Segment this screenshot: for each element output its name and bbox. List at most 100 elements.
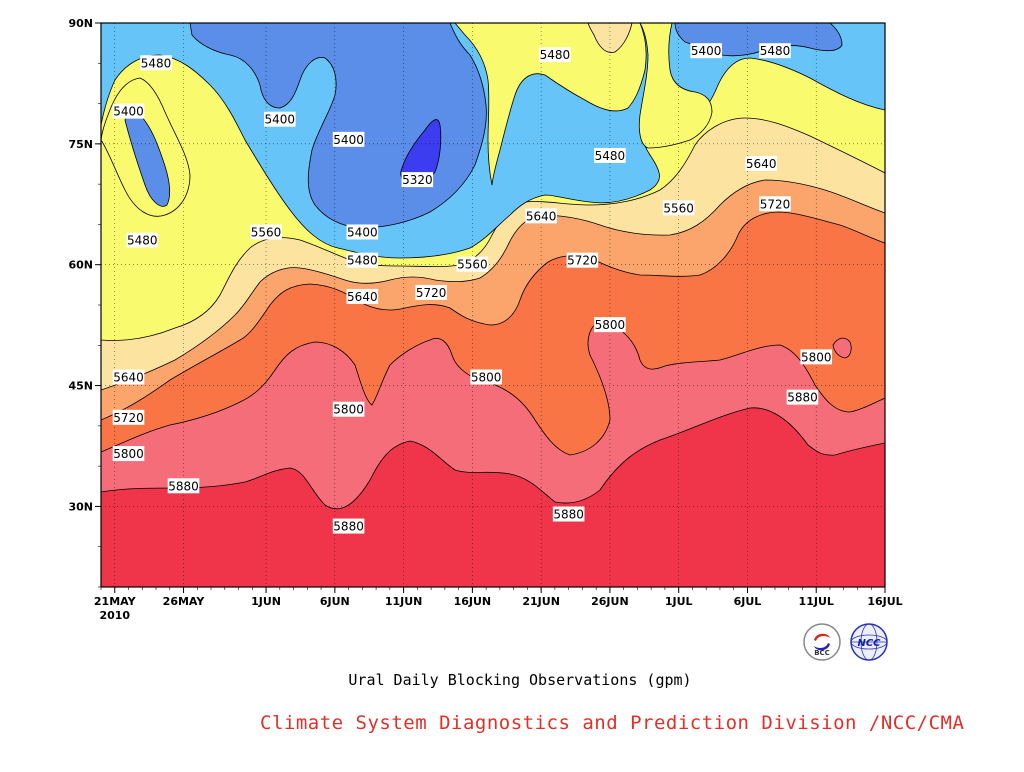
contour-label-bg — [332, 518, 365, 534]
contour-label-text: 5640 — [526, 209, 557, 223]
x-tick-label: 26JUN — [591, 595, 629, 608]
contour-label: 5480 — [140, 55, 172, 71]
contour-label-bg — [112, 369, 145, 385]
contour-label: 5720 — [415, 284, 447, 300]
y-tick-label: 90N — [68, 17, 93, 30]
contour-label: 5400 — [332, 131, 365, 147]
contour-label-text: 5320 — [402, 173, 433, 187]
x-tick-label: 6JUN — [320, 595, 350, 608]
contour-label-bg — [800, 349, 833, 365]
x-tick-label: 1JUL — [665, 595, 693, 608]
contour-label-text: 5880 — [787, 391, 818, 405]
contour-label-text: 5560 — [457, 258, 488, 272]
contour-label-text: 5640 — [347, 290, 378, 304]
contour-label-text: 5400 — [333, 133, 364, 147]
contour-label-bg — [415, 284, 447, 300]
contour-label: 5560 — [662, 200, 695, 216]
contour-label-bg — [745, 156, 778, 171]
contour-label-text: 5400 — [265, 113, 296, 127]
contour-label-text: 5720 — [416, 286, 447, 300]
y-axis: 30N 45N 60N 75N 90N — [68, 17, 101, 588]
contour-label-text: 5480 — [540, 48, 571, 62]
contour-labels: 5480 5400 5480 5400 5400 5320 5400 5560 5480 5560… — [112, 43, 833, 534]
contour-label: 5400 — [264, 111, 296, 127]
contour-label: 5320 — [401, 172, 434, 188]
contour-label: 5640 — [525, 208, 557, 224]
bcc-logo-text: BCC — [814, 649, 830, 657]
contour-label-text: 5720 — [760, 197, 791, 211]
contour-label-bg — [140, 55, 172, 71]
y-tick-label: 75N — [68, 138, 93, 151]
contour-label: 5880 — [167, 478, 200, 494]
contour-label: 5480 — [759, 43, 791, 59]
contour-label-text: 5560 — [663, 201, 694, 215]
contour-label-text: 5800 — [113, 447, 144, 461]
contour-label-bg — [594, 317, 626, 333]
x-tick-label: 16JUN — [454, 595, 492, 608]
contour-label: 5720 — [112, 409, 145, 425]
contour-label: 5800 — [112, 446, 145, 462]
contour-label-bg — [332, 401, 365, 417]
contour-label: 5400 — [690, 43, 722, 59]
contour-label: 5800 — [470, 369, 502, 385]
contour-label-bg — [346, 288, 379, 304]
contour-label: 5800 — [800, 349, 833, 365]
contour-label: 5880 — [786, 389, 819, 405]
contour-label-text: 5880 — [553, 507, 584, 521]
x-tick-label: 21MAY — [94, 595, 137, 608]
contour-label-bg — [594, 147, 626, 163]
contour-label: 5400 — [112, 103, 145, 119]
contour-label: 5640 — [112, 369, 145, 385]
contour-label-text: 5800 — [471, 371, 502, 385]
contour-label-text: 5400 — [347, 225, 378, 239]
contour-label: 5640 — [745, 156, 778, 171]
contour-label-bg — [346, 224, 379, 240]
contour-label-bg — [470, 369, 502, 385]
x-tick-label: 21JUN — [522, 595, 560, 608]
contour-label-bg — [126, 232, 159, 248]
y-tick-label: 45N — [68, 380, 93, 393]
plot-area — [101, 23, 885, 587]
x-tick-label: 1JUN — [251, 595, 281, 608]
contour-label-text: 5800 — [333, 403, 364, 417]
contour-label-bg — [525, 208, 557, 224]
ncc-logo: NCC — [846, 622, 892, 662]
contour-label-text: 5640 — [746, 157, 777, 171]
credit-line: Climate System Diagnostics and Predictio… — [260, 712, 965, 734]
contour-label-text: 5480 — [141, 56, 172, 70]
contour-label: 5480 — [594, 147, 626, 163]
contour-label-bg — [112, 446, 145, 462]
contour-label-text: 5800 — [595, 318, 626, 332]
contour-label-text: 5480 — [127, 234, 158, 248]
x-tick-label: 11JUL — [799, 595, 834, 608]
contour-label-bg — [456, 256, 489, 272]
contour-label-text: 5800 — [801, 350, 832, 364]
contour-label-text: 5400 — [691, 44, 722, 58]
band-yellow-right-gap — [638, 23, 713, 149]
contour-label-text: 5480 — [760, 44, 791, 58]
contour-label-bg — [332, 131, 365, 147]
contour-label: 5800 — [332, 401, 365, 417]
contour-label-text: 5720 — [567, 254, 598, 268]
contour-label-bg — [662, 200, 695, 216]
contour-label-bg — [759, 43, 791, 59]
x-tick-label: 11JUN — [385, 595, 423, 608]
contour-label: 5480 — [539, 47, 571, 63]
contour-label-bg — [264, 111, 296, 127]
contour-label-text: 5640 — [113, 371, 144, 385]
contour-label-bg — [401, 172, 434, 188]
contour-label-text: 5480 — [347, 254, 378, 268]
contour-label: 5560 — [250, 224, 282, 240]
contour-label-bg — [566, 252, 599, 268]
contour-label-text: 5560 — [251, 225, 282, 239]
band-cream-top — [587, 23, 633, 53]
contour-label-bg — [167, 478, 200, 494]
contour-label: 5800 — [594, 317, 626, 333]
contour-label-bg — [250, 224, 282, 240]
y-tick-label: 30N — [68, 500, 93, 513]
contour-label-bg — [759, 196, 791, 212]
ncc-logo-text: NCC — [857, 638, 881, 649]
